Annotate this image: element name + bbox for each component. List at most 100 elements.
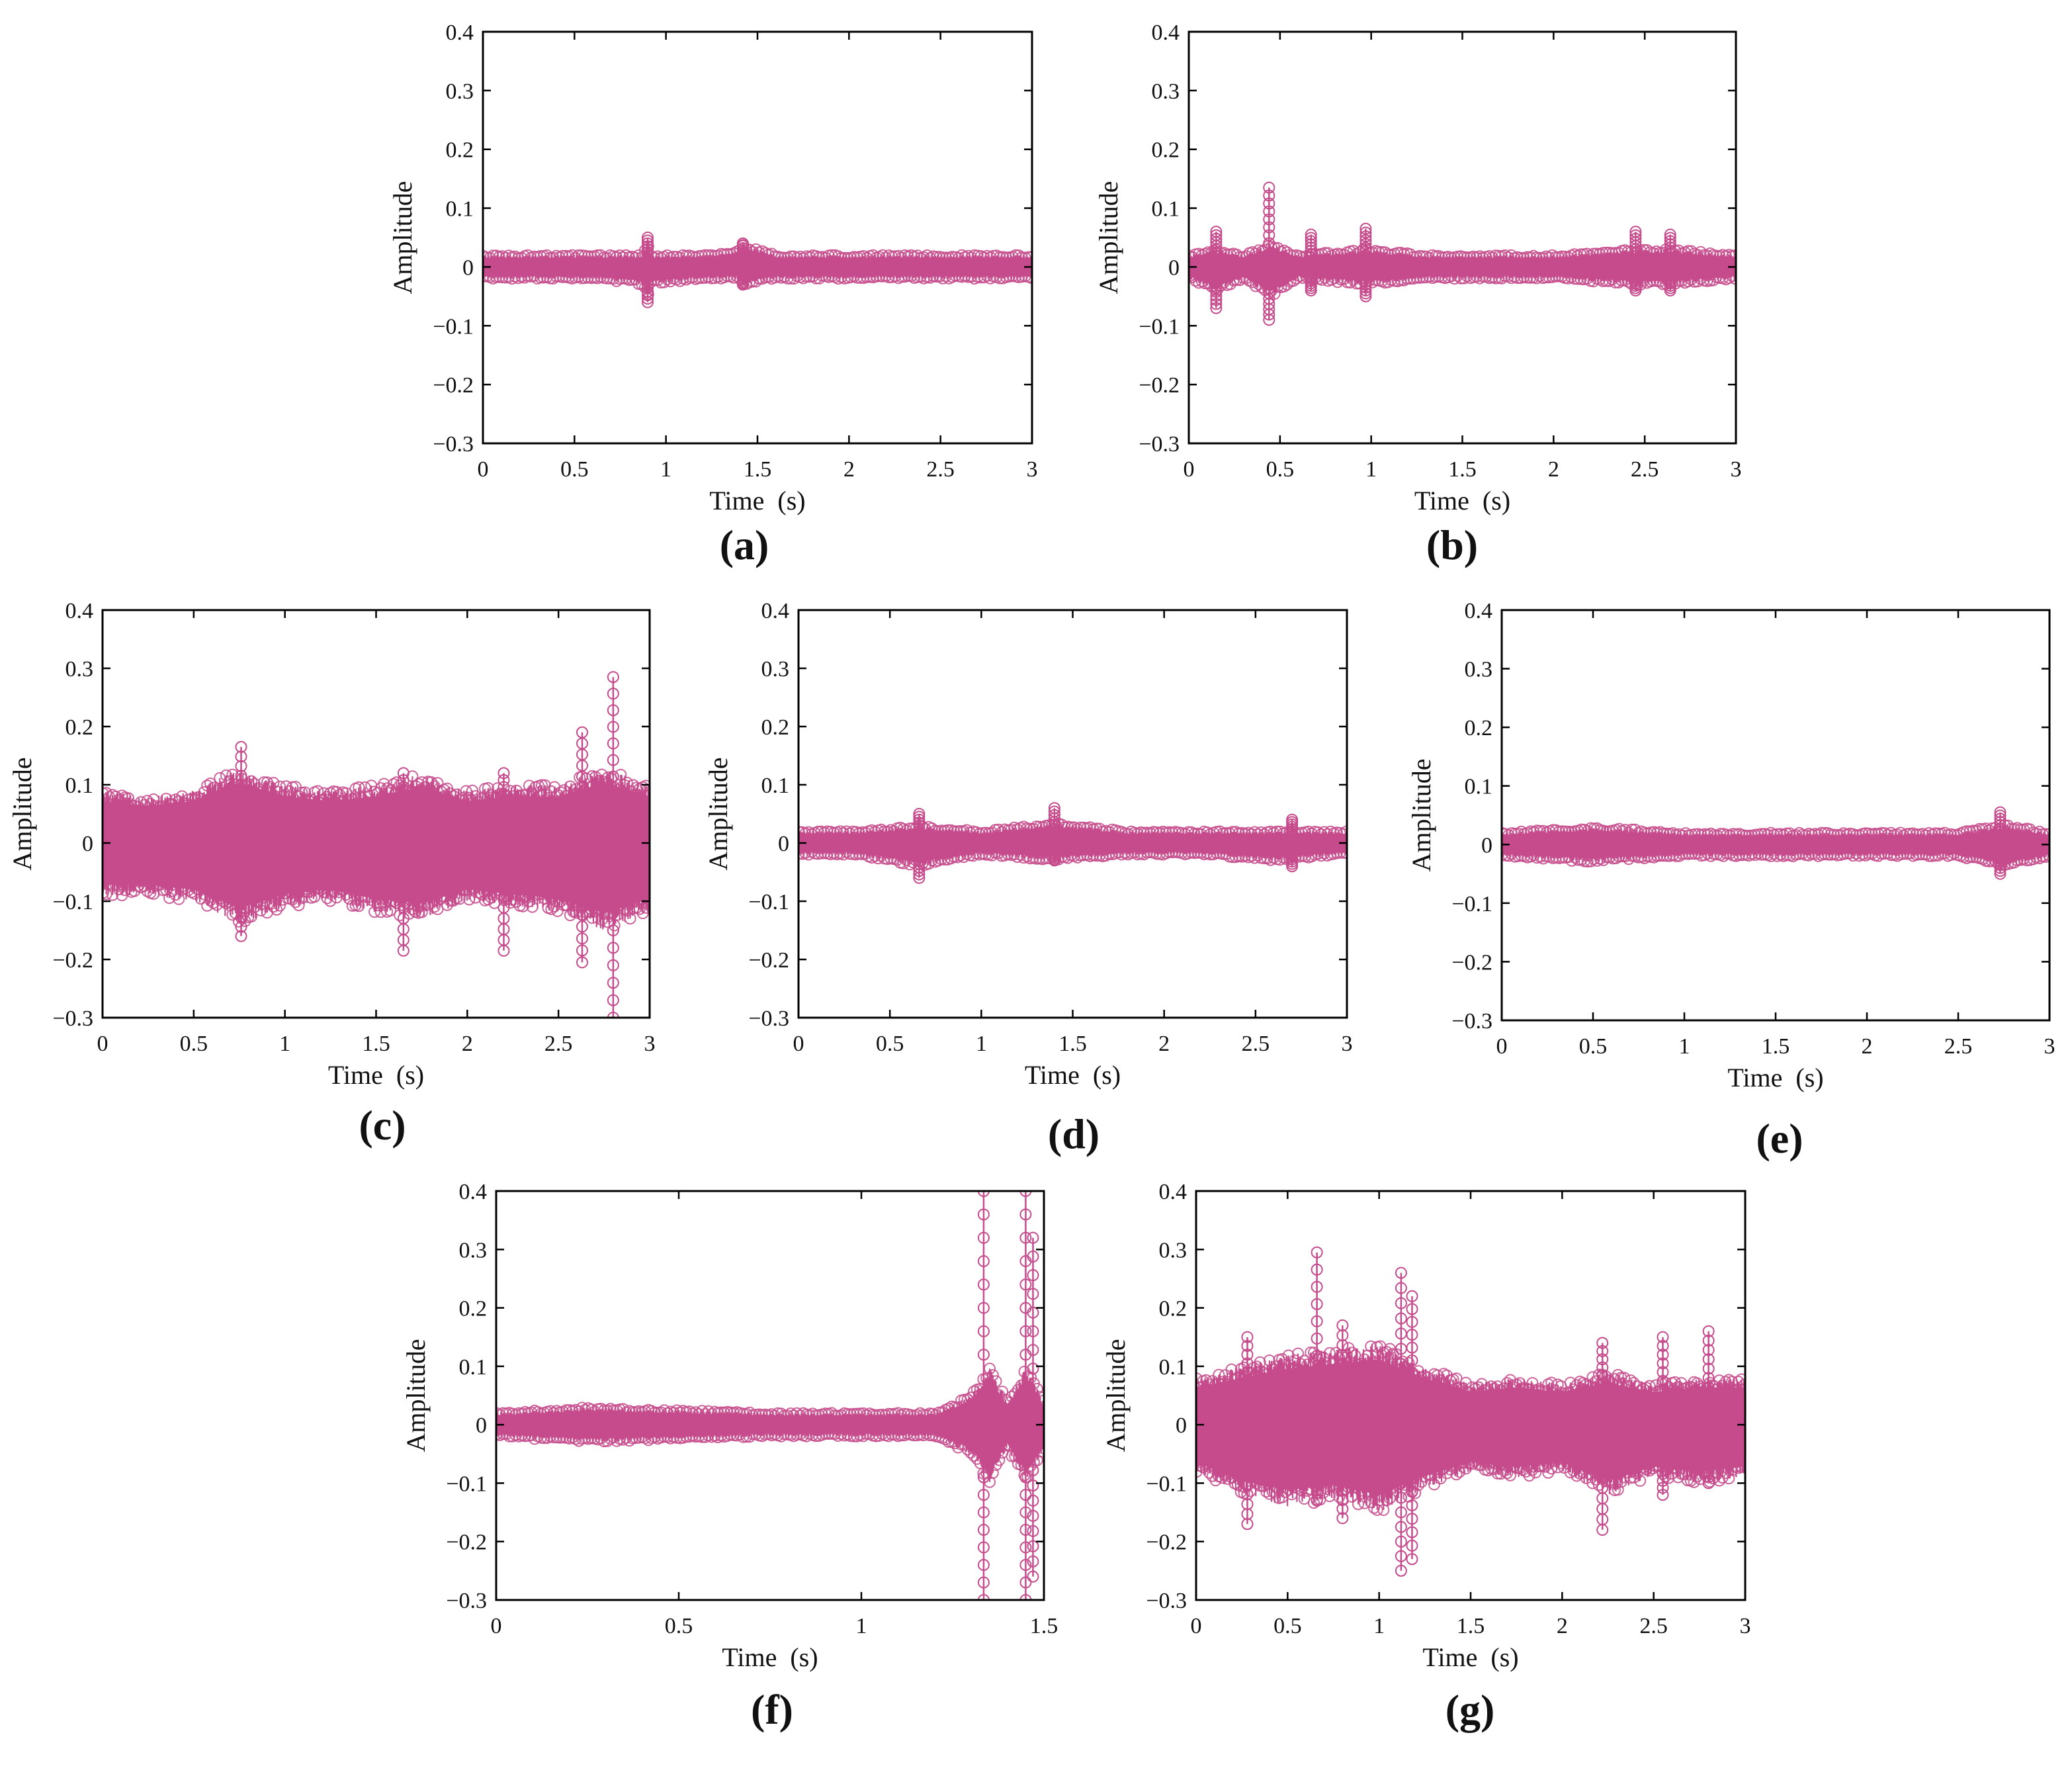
ytick-label-g: 0.3 [1159, 1238, 1187, 1263]
ytick-label-e: −0.1 [1451, 892, 1492, 916]
xlabel-e: Time (s) [1727, 1063, 1823, 1092]
panel-label-a: (a) [720, 521, 769, 568]
ytick-label-f: 0.3 [459, 1238, 488, 1263]
ytick-label-f: −0.1 [446, 1472, 487, 1496]
ytick-label-b: 0.2 [1152, 138, 1180, 163]
spike-g-7 [1657, 1331, 1669, 1501]
ytick-label-e: 0 [1481, 833, 1492, 858]
ylabel-c: Amplitude [7, 757, 37, 870]
ytick-label-c: 0.4 [65, 599, 94, 623]
spike-b-5 [1629, 226, 1642, 296]
spike-e-1 [1994, 806, 2007, 880]
spike-c-5 [607, 671, 619, 1018]
ytick-label-f: 0.4 [459, 1180, 488, 1204]
ytick-label-g: 0 [1176, 1413, 1187, 1438]
xtick-label-d: 2.5 [1242, 1032, 1270, 1056]
ytick-label-e: −0.3 [1451, 1009, 1492, 1034]
xtick-label-c: 0 [97, 1032, 108, 1056]
signal-markers-c [103, 768, 650, 932]
ytick-label-d: −0.1 [748, 890, 789, 914]
ytick-label-d: 0 [778, 832, 789, 856]
ytick-label-c: −0.2 [52, 948, 93, 973]
spike-b-3 [1305, 228, 1317, 296]
spike-g-5 [1406, 1290, 1418, 1566]
ytick-label-a: −0.2 [433, 373, 474, 398]
spike-c-4 [576, 726, 589, 969]
spike-g-6 [1596, 1337, 1609, 1536]
ytick-label-f: −0.2 [446, 1530, 487, 1555]
ytick-label-a: −0.1 [433, 314, 474, 339]
xtick-label-b: 2 [1548, 457, 1559, 482]
xtick-label-e: 3 [2044, 1034, 2055, 1059]
xtick-label-e: 2 [1862, 1034, 1873, 1059]
spike-c-1 [235, 740, 247, 942]
panel-d: 0 0.5 1 1.5 2 2.5 3 −0.3 −0.2 −0.1 0 0.1 0.2 0.3 0.4 Ti… [703, 599, 1353, 1157]
spike-f-2 [1019, 1191, 1032, 1600]
xtick-label-g: 1.5 [1457, 1614, 1485, 1638]
ytick-label-d: −0.3 [748, 1006, 789, 1031]
ytick-label-c: 0 [82, 832, 93, 856]
xlabel-b: Time (s) [1414, 486, 1510, 515]
panel-a: 0 0.5 1 1.5 2 2.5 3 −0.3 −0.2 −0.1 0 0.1 0.2 0.3 0.4 Ti… [388, 21, 1038, 568]
xtick-label-c: 2 [462, 1032, 473, 1056]
panel-label-f: (f) [751, 1686, 793, 1733]
ytick-label-a: 0.4 [446, 21, 474, 45]
spike-b-6 [1664, 228, 1676, 296]
axes-box-f [495, 1190, 1045, 1601]
xtick-label-d: 0.5 [876, 1032, 904, 1056]
xtick-label-f: 1 [856, 1614, 867, 1638]
ytick-label-b: −0.3 [1139, 432, 1180, 457]
ytick-label-c: −0.1 [52, 890, 93, 914]
xtick-label-d: 1 [976, 1032, 987, 1056]
xtick-label-e: 0 [1496, 1034, 1508, 1059]
xtick-label-d: 0 [793, 1032, 804, 1056]
ytick-label-a: 0.2 [446, 138, 474, 163]
xtick-label-e: 1 [1679, 1034, 1690, 1059]
spike-c-2 [397, 767, 410, 957]
axes-box-a [482, 30, 1033, 445]
signal-markers-e [1502, 819, 2050, 871]
spike-a-1 [642, 232, 654, 308]
ylabel-b: Amplitude [1094, 181, 1123, 294]
panel-label-e: (e) [1756, 1115, 1803, 1162]
panel-g: 0 0.5 1 1.5 2 2.5 3 −0.3 −0.2 −0.1 0 0.1 0.2 0.3 0.4 Ti… [1101, 1180, 1751, 1733]
spike-f-1 [977, 1191, 990, 1600]
xtick-label-f: 1.5 [1030, 1614, 1058, 1638]
xtick-label-c: 3 [644, 1032, 656, 1056]
xtick-label-f: 0 [491, 1614, 502, 1638]
xtick-label-b: 1 [1365, 457, 1377, 482]
spike-g-8 [1702, 1325, 1715, 1489]
spike-g-3 [1336, 1319, 1349, 1525]
xtick-label-g: 3 [1740, 1614, 1751, 1638]
panel-label-c: (c) [359, 1102, 406, 1149]
ytick-label-d: 0.1 [761, 774, 790, 798]
ytick-label-e: 0.4 [1465, 599, 1493, 623]
spike-d-3 [1286, 813, 1299, 873]
ytick-label-c: 0.1 [65, 774, 94, 798]
ytick-label-f: 0 [476, 1413, 487, 1438]
panel-label-g: (g) [1446, 1686, 1495, 1733]
spike-d-1 [913, 808, 926, 884]
ytick-label-b: 0.3 [1152, 79, 1180, 104]
ylabel-d: Amplitude [703, 757, 733, 870]
xtick-label-a: 0.5 [560, 457, 589, 482]
ylabel-g: Amplitude [1101, 1339, 1131, 1452]
ytick-label-f: 0.1 [459, 1355, 488, 1380]
xtick-label-c: 2.5 [544, 1032, 573, 1056]
ytick-label-b: 0.1 [1152, 197, 1180, 222]
xtick-label-g: 2 [1557, 1614, 1568, 1638]
xtick-label-g: 1 [1373, 1614, 1385, 1638]
ytick-label-f: 0.2 [459, 1297, 488, 1321]
spike-c-3 [497, 767, 510, 957]
ytick-label-c: 0.3 [65, 657, 94, 682]
axes-box-d [797, 609, 1348, 1019]
xtick-label-a: 0 [478, 457, 489, 482]
spike-b-2 [1263, 181, 1275, 326]
ytick-label-d: 0.2 [761, 715, 790, 740]
signal-c [103, 671, 650, 1018]
xtick-label-g: 0.5 [1273, 1614, 1302, 1638]
ytick-label-e: 0.2 [1465, 716, 1493, 740]
panel-b: 0 0.5 1 1.5 2 2.5 3 −0.3 −0.2 −0.1 0 0.1 0.2 0.3 0.4 Ti… [1094, 21, 1742, 568]
spike-f-3 [1027, 1231, 1039, 1583]
